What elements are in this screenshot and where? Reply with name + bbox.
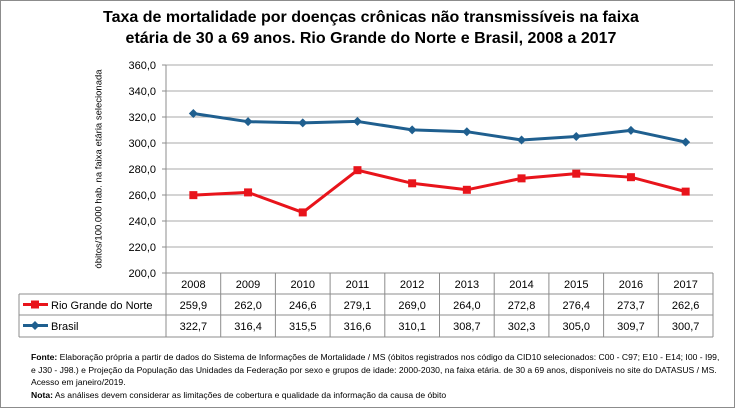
data-point	[407, 125, 417, 135]
y-tick-label: 320,0	[128, 112, 156, 124]
data-table-value: 269,0	[398, 300, 426, 312]
data-table-value: 273,7	[617, 300, 645, 312]
data-table-value: 309,7	[617, 321, 645, 333]
legend-label: Rio Grande do Norte	[51, 300, 153, 312]
data-point	[626, 173, 635, 182]
x-category-label: 2008	[181, 279, 205, 291]
source-label: Fonte:	[31, 352, 58, 362]
x-category-label: 2011	[346, 279, 370, 291]
legend-marker-square	[31, 300, 39, 309]
data-table-value: 322,7	[180, 321, 208, 333]
x-category-label: 2009	[236, 279, 260, 291]
x-category-label: 2017	[673, 279, 697, 291]
data-point	[408, 179, 417, 188]
data-point	[188, 108, 198, 118]
data-point	[352, 116, 362, 126]
data-point	[681, 187, 690, 196]
data-point	[681, 137, 691, 147]
y-tick-label: 220,0	[128, 242, 156, 254]
x-category-label: 2014	[509, 279, 533, 291]
data-point	[571, 132, 581, 141]
data-point	[626, 125, 636, 135]
y-tick-label: 260,0	[128, 190, 156, 202]
data-table-value: 272,8	[508, 300, 536, 312]
y-tick-label: 300,0	[128, 138, 156, 150]
y-tick-label: 240,0	[128, 216, 156, 228]
data-table-value: 264,0	[453, 300, 481, 312]
data-table-value: 302,3	[508, 321, 536, 333]
data-table-value: 316,6	[344, 321, 372, 333]
chart-title: Taxa de mortalidade por doenças crônicas…	[103, 9, 639, 47]
note-text: As análises devem considerar as limitaçõ…	[52, 389, 447, 400]
data-point	[572, 169, 581, 178]
x-category-label: 2015	[564, 279, 588, 291]
data-point	[462, 127, 472, 137]
data-point	[298, 208, 307, 217]
data-table-value: 276,4	[562, 300, 590, 312]
x-category-label: 2016	[619, 279, 643, 291]
data-point	[244, 188, 253, 197]
x-category-label: 2012	[400, 279, 424, 291]
y-tick-label: 280,0	[128, 164, 156, 176]
data-point	[298, 118, 308, 128]
x-category-label: 2010	[291, 279, 315, 291]
data-table-value: 279,1	[344, 300, 372, 312]
series-line-rio-grande-do-norte	[193, 168, 687, 214]
data-point	[517, 135, 527, 145]
footnote: Nota: As análises devem considerar as li…	[31, 389, 721, 402]
chart-notes: Fonte: Elaboração própria a partir de da…	[31, 351, 721, 401]
data-point	[517, 174, 526, 183]
data-table-value: 310,1	[398, 321, 426, 333]
y-tick-label: 200,0	[128, 268, 156, 280]
data-table-value: 315,5	[289, 321, 317, 333]
data-table-value: 262,6	[672, 300, 700, 312]
y-tick-label: 360,0	[128, 60, 156, 72]
data-table-value: 316,4	[234, 321, 262, 333]
legend-marker-diamond	[30, 321, 40, 330]
series-line-brasil	[193, 112, 686, 144]
source-note: Fonte: Elaboração própria a partir de da…	[31, 351, 721, 389]
data-point	[243, 117, 253, 127]
data-table-value: 300,7	[672, 321, 700, 333]
data-table-value: 305,0	[562, 321, 590, 333]
source-text: Elaboração própria a partir de dados do …	[31, 352, 720, 387]
data-point	[462, 185, 471, 194]
x-category-label: 2013	[455, 279, 479, 291]
y-tick-label: 340,0	[128, 86, 156, 98]
data-table-value: 308,7	[453, 321, 481, 333]
data-table-value: 262,0	[234, 300, 262, 312]
data-point	[353, 166, 362, 175]
data-point	[189, 191, 198, 200]
note-label: Nota:	[31, 389, 53, 400]
data-table-value: 259,9	[180, 300, 208, 312]
data-table-value: 246,6	[289, 300, 317, 312]
legend-label: Brasil	[51, 321, 79, 333]
